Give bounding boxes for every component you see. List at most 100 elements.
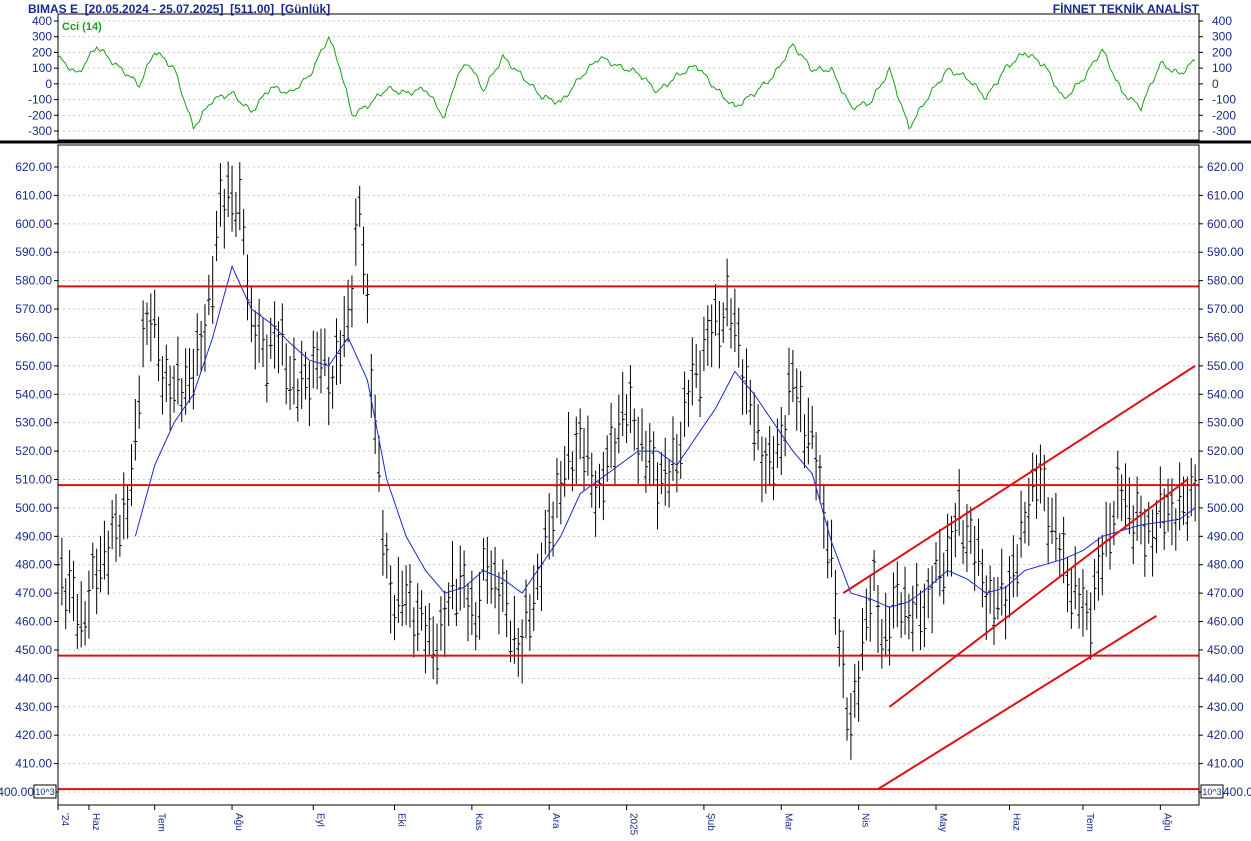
cci-tick-label-left: -100 <box>28 93 52 107</box>
price-tick-label-right: 470.00 <box>1207 586 1244 600</box>
price-tick-label-left: 590.00 <box>15 245 52 259</box>
price-tick-label-left: 420.00 <box>15 728 52 742</box>
x-tick-label: '24 <box>59 813 70 826</box>
cci-series <box>57 35 1196 130</box>
cci-panel-border <box>57 13 1200 141</box>
price-tick-label-left: 480.00 <box>15 558 52 572</box>
scale-badge-text-right: 10^3 <box>1202 787 1221 797</box>
price-tick-label-right: 430.00 <box>1207 700 1244 714</box>
price-tick-label-left: 400.00 <box>0 785 34 799</box>
cci-tick-label-left: -200 <box>28 108 52 122</box>
price-grid <box>58 166 1199 793</box>
horizontal-levels <box>58 285 1199 791</box>
price-tick-label-left: 500.00 <box>15 501 52 515</box>
x-tick-label: Ağu <box>1161 813 1172 831</box>
vendor-label: FİNNET TEKNİK ANALİST <box>1052 2 1199 16</box>
x-tick-label: Kas <box>473 813 484 830</box>
price-tick-label-right: 440.00 <box>1207 671 1244 685</box>
price-tick-label-right: 530.00 <box>1207 416 1244 430</box>
x-tick-label: Eki <box>395 813 406 827</box>
cci-tick-label-left: 200 <box>32 45 52 59</box>
x-tick-label: May <box>937 813 948 832</box>
cci-tick-label-right: -200 <box>1212 108 1236 122</box>
price-tick-label-left: 460.00 <box>15 615 52 629</box>
x-tick-label: Ağu <box>233 813 244 831</box>
cci-tick-label-right: 100 <box>1212 61 1232 75</box>
x-axis: '24 Haz Tem Ağu Eyl Eki Kas Ara 2025 Şub Mar Nis May… <box>57 805 1172 836</box>
price-tick-label-left: 580.00 <box>15 274 52 288</box>
x-tick-label: Haz <box>1010 813 1021 831</box>
price-tick-label-left: 600.00 <box>15 217 52 231</box>
price-tick-label-left: 470.00 <box>15 586 52 600</box>
x-tick-label: Tem <box>1084 813 1095 832</box>
price-tick-label-right: 400.00 <box>1223 785 1251 799</box>
price-tick-label-left: 550.00 <box>15 359 52 373</box>
price-tick-label-right: 490.00 <box>1207 529 1244 543</box>
price-tick-label-left: 530.00 <box>15 416 52 430</box>
cci-tick-label-right: 400 <box>1212 14 1232 28</box>
price-tick-label-left: 450.00 <box>15 643 52 657</box>
price-tick-label-right: 410.00 <box>1207 757 1244 771</box>
price-tick-label-right: 580.00 <box>1207 274 1244 288</box>
price-tick-label-right: 450.00 <box>1207 643 1244 657</box>
price-tick-label-left: 610.00 <box>15 188 52 202</box>
price-bars <box>56 161 1198 760</box>
trend-line <box>877 615 1157 791</box>
cci-legend-label: Cci (14) <box>62 21 102 33</box>
symbol-label: BIMAS E <box>28 2 79 16</box>
price-tick-label-right: 560.00 <box>1207 330 1244 344</box>
cci-tick-label-left: 400 <box>32 14 52 28</box>
cci-tick-label-left: 0 <box>45 77 52 91</box>
chart-frame <box>0 13 1251 806</box>
price-tick-label-right: 610.00 <box>1207 188 1244 202</box>
x-tick-label: Ara <box>550 813 561 829</box>
price-tick-label-left: 490.00 <box>15 529 52 543</box>
price-tick-label-left: 410.00 <box>15 757 52 771</box>
x-tick-label: Şub <box>705 813 716 831</box>
trend-line <box>888 478 1189 708</box>
cci-grid <box>58 20 1199 132</box>
cci-tick-label-right: -300 <box>1212 124 1236 138</box>
x-tick-label: Mar <box>782 813 793 831</box>
scale-badge-right <box>1200 784 1224 799</box>
cci-line <box>57 35 1196 130</box>
price-tick-label-left: 520.00 <box>15 444 52 458</box>
cci-tick-label-right: -100 <box>1212 93 1236 107</box>
trend-lines <box>842 365 1196 791</box>
price-tick-label-right: 500.00 <box>1207 501 1244 515</box>
last-price-label: [511.00] <box>230 2 275 16</box>
price-tick-label-left: 510.00 <box>15 473 52 487</box>
price-tick-label-right: 550.00 <box>1207 359 1244 373</box>
price-tick-label-right: 510.00 <box>1207 473 1244 487</box>
x-tick-label: Nis <box>860 813 871 827</box>
price-tick-label-right: 600.00 <box>1207 217 1244 231</box>
price-tick-label-left: 560.00 <box>15 330 52 344</box>
scale-badge-text-left: 10^3 <box>35 787 54 797</box>
x-tick-label: Tem <box>156 813 167 832</box>
x-tick-label: Eyl <box>314 813 325 827</box>
price-tick-label-left: 540.00 <box>15 387 52 401</box>
price-tick-label-right: 460.00 <box>1207 615 1244 629</box>
price-tick-label-left: 440.00 <box>15 671 52 685</box>
scale-badge-left <box>33 784 57 799</box>
x-tick-label: Haz <box>90 813 101 831</box>
price-tick-label-left: 430.00 <box>15 700 52 714</box>
cci-tick-label-left: 300 <box>32 30 52 44</box>
date-range-label: [20.05.2024 - 25.07.2025] <box>84 2 224 16</box>
x-tick-label: 2025 <box>628 813 639 836</box>
price-tick-label-left: 620.00 <box>15 160 52 174</box>
price-tick-label-right: 590.00 <box>1207 245 1244 259</box>
cci-tick-label-left: 100 <box>32 61 52 75</box>
moving-average <box>134 264 1196 608</box>
price-tick-label-right: 540.00 <box>1207 387 1244 401</box>
cci-tick-label-right: 200 <box>1212 45 1232 59</box>
cci-tick-label-right: 0 <box>1212 77 1219 91</box>
cci-tick-label-right: 300 <box>1212 30 1232 44</box>
cci-tick-label-left: -300 <box>28 124 52 138</box>
price-tick-label-right: 420.00 <box>1207 728 1244 742</box>
price-axes: 400.00400.0010^310^3410.00410.00420.0042… <box>0 160 1251 799</box>
price-tick-label-right: 620.00 <box>1207 160 1244 174</box>
price-panel-border <box>57 144 1200 806</box>
